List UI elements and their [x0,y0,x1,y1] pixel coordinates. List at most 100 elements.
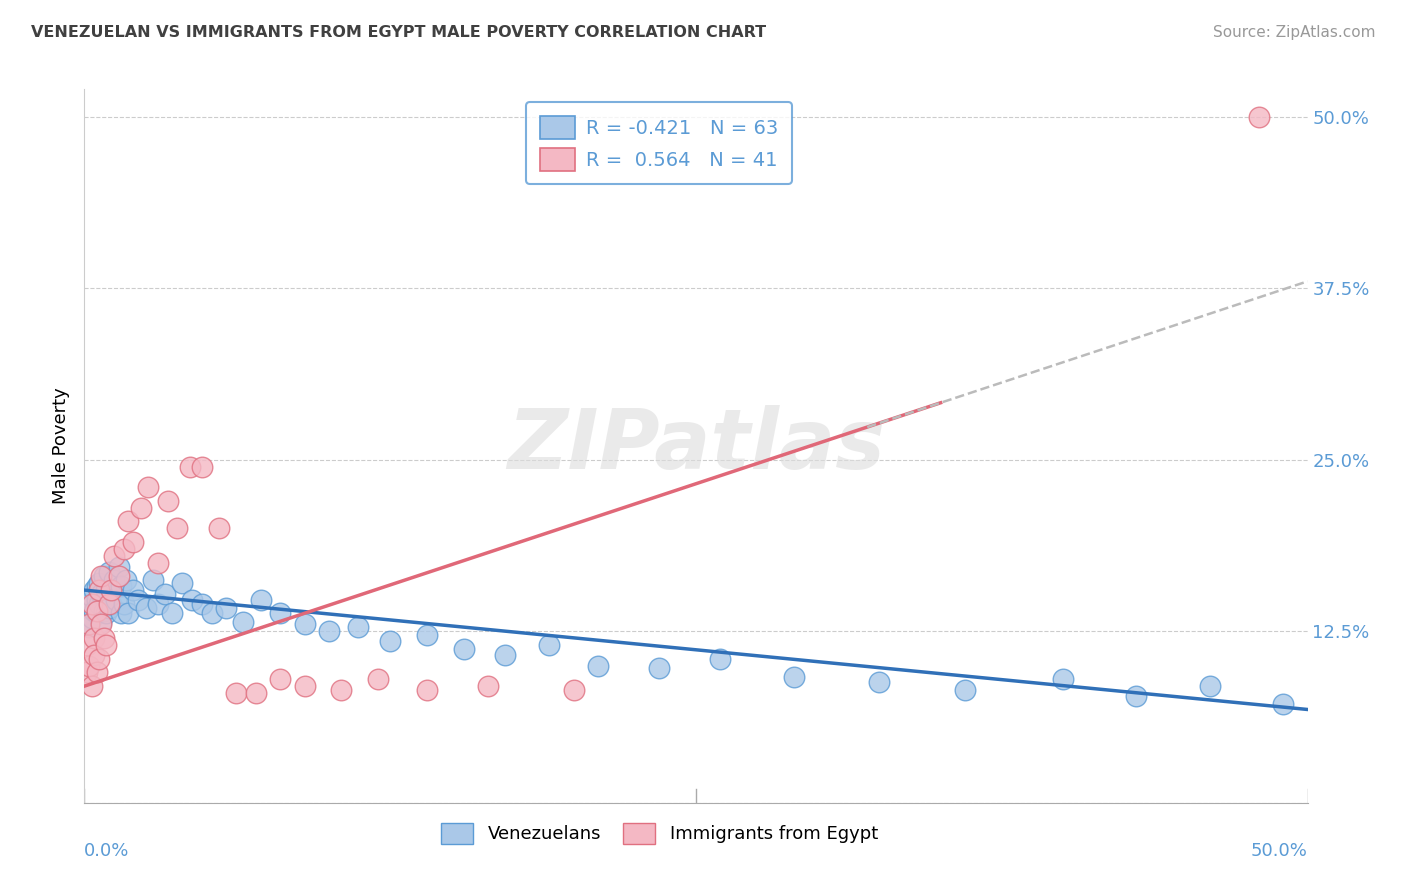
Point [107,569,129,583]
Point [1247,110,1270,124]
Point [96,583,118,598]
Point [100,583,122,598]
Point [146,597,169,611]
Point [112,541,135,556]
Point [80,590,103,604]
Point [122,535,145,549]
Point [77,597,100,611]
Point [115,574,138,588]
Point [1272,697,1295,711]
Point [156,494,179,508]
Point [162,607,184,621]
Point [87,651,110,665]
Point [90,569,112,583]
Point [330,683,353,698]
Point [77,620,100,634]
Point [136,480,159,494]
Point [494,648,516,662]
Point [80,679,103,693]
Point [83,648,105,662]
Point [181,592,204,607]
Point [100,597,122,611]
Text: 50.0%: 50.0% [1251,842,1308,860]
Point [142,574,165,588]
Point [80,610,103,624]
Point [318,624,340,639]
Point [416,628,439,642]
Text: Source: ZipAtlas.com: Source: ZipAtlas.com [1212,25,1375,40]
Point [103,574,125,588]
Point [1125,689,1147,703]
Point [869,675,891,690]
Point [86,604,108,618]
Point [103,549,125,563]
Point [76,601,98,615]
Point [477,679,499,693]
Point [146,556,169,570]
Point [96,607,118,621]
Point [117,607,139,621]
Point [83,631,105,645]
Point [93,631,115,645]
Point [112,597,135,611]
Point [80,597,103,611]
Point [225,686,247,700]
Y-axis label: Male Poverty: Male Poverty [52,388,70,504]
Point [110,607,132,621]
Point [709,651,731,665]
Point [453,642,475,657]
Point [77,617,100,632]
Point [97,566,120,580]
Point [90,587,112,601]
Point [127,592,149,607]
Point [783,669,806,683]
Point [86,579,108,593]
Point [153,587,176,601]
Point [200,607,222,621]
Legend: Venezuelans, Immigrants from Egypt: Venezuelans, Immigrants from Egypt [430,812,889,855]
Point [269,673,291,687]
Point [129,500,152,515]
Point [86,607,108,621]
Point [122,583,145,598]
Point [83,604,105,618]
Point [416,683,439,698]
Point [105,592,128,607]
Point [87,597,110,611]
Point [86,592,108,607]
Point [172,576,194,591]
Point [294,679,316,693]
Point [77,658,100,673]
Point [953,683,976,698]
Point [648,661,671,675]
Point [76,617,98,632]
Point [586,658,609,673]
Point [76,665,98,680]
Point [191,459,214,474]
Point [1198,679,1220,693]
Point [179,459,201,474]
Point [1052,673,1074,687]
Point [562,683,585,698]
Point [367,673,389,687]
Point [166,521,188,535]
Point [208,521,231,535]
Point [294,617,316,632]
Point [86,665,108,680]
Text: VENEZUELAN VS IMMIGRANTS FROM EGYPT MALE POVERTY CORRELATION CHART: VENEZUELAN VS IMMIGRANTS FROM EGYPT MALE… [31,25,766,40]
Point [97,597,120,611]
Point [249,592,271,607]
Point [215,601,238,615]
Point [538,638,561,652]
Point [93,604,115,618]
Text: 0.0%: 0.0% [84,842,129,860]
Point [245,686,267,700]
Point [110,579,132,593]
Point [83,583,105,598]
Point [380,633,402,648]
Point [347,620,370,634]
Point [117,515,139,529]
Point [90,617,112,632]
Point [107,559,129,574]
Point [269,607,291,621]
